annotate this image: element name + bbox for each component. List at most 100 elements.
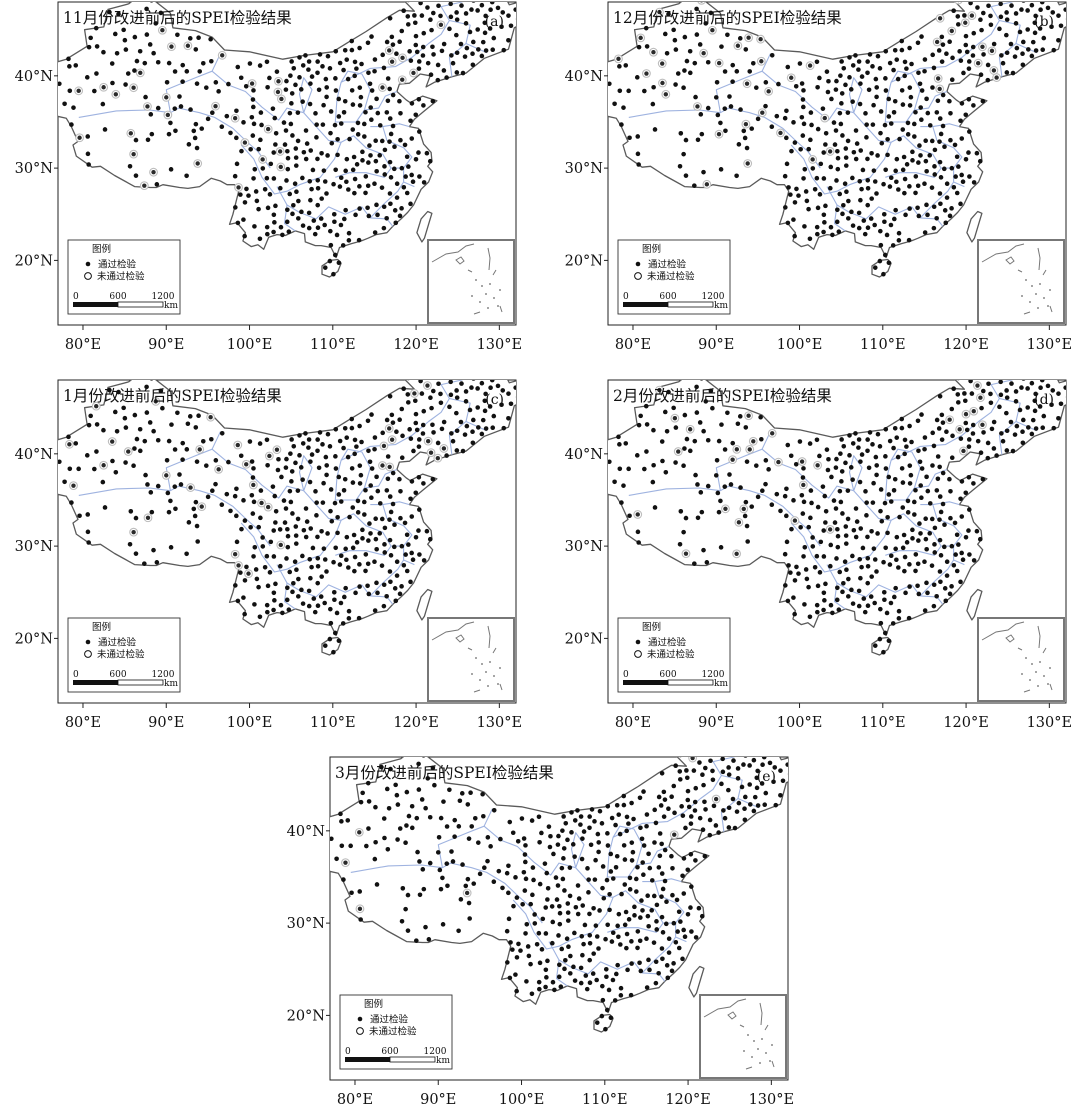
station-passed: [172, 484, 178, 489]
station-passed: [444, 453, 449, 458]
station-passed: [635, 151, 641, 157]
station-passed: [399, 165, 405, 171]
station-passed: [438, 13, 443, 19]
station-passed: [947, 98, 952, 104]
station-passed: [377, 153, 383, 158]
station-passed: [818, 161, 824, 167]
station-passed: [508, 940, 513, 945]
station-passed: [747, 763, 752, 768]
station-passed: [707, 817, 713, 823]
station-failed: [384, 424, 394, 433]
station-passed: [260, 166, 266, 171]
station-passed: [798, 524, 803, 530]
station-passed: [865, 186, 871, 191]
station-passed: [511, 903, 516, 909]
station-passed: [836, 607, 842, 613]
station-passed: [890, 621, 896, 626]
station-passed: [1038, 7, 1043, 13]
station-passed: [784, 513, 789, 519]
station-passed: [963, 33, 969, 39]
station-passed: [845, 138, 851, 144]
station-passed: [674, 747, 679, 752]
station-passed: [727, 472, 732, 477]
station-passed: [905, 132, 911, 137]
station-passed: [454, 395, 460, 400]
station-passed: [684, 775, 690, 781]
station-passed: [851, 149, 857, 155]
station-passed: [757, 747, 762, 752]
station-passed: [435, 440, 441, 446]
station-passed: [705, 437, 711, 443]
station-passed: [409, 803, 415, 809]
station-passed: [501, 47, 507, 53]
station-passed: [784, 135, 789, 141]
station-passed: [144, 410, 150, 415]
station-passed: [883, 48, 889, 54]
station-passed: [284, 219, 290, 225]
station-failed: [992, 73, 1002, 82]
station-passed: [447, 404, 452, 410]
station-passed: [366, 160, 371, 165]
station-passed: [471, 2, 476, 3]
station-passed: [629, 840, 635, 845]
station-failed: [378, 83, 387, 92]
station-passed: [1000, 60, 1006, 66]
station-passed: [622, 857, 628, 862]
station-passed: [883, 426, 889, 432]
station-passed: [1045, 5, 1051, 11]
station-passed: [219, 502, 225, 508]
station-passed: [127, 541, 133, 547]
station-passed: [470, 62, 476, 68]
station-passed: [332, 630, 338, 636]
legend-title: 图例: [642, 621, 661, 633]
station-passed: [887, 438, 893, 444]
station-passed: [402, 370, 407, 375]
station-passed: [748, 802, 753, 807]
station-passed: [681, 529, 686, 535]
station-passed: [915, 561, 921, 567]
station-passed: [168, 545, 174, 550]
station-passed: [845, 516, 851, 522]
station-passed: [112, 31, 118, 37]
station-passed: [640, 860, 646, 865]
station-passed: [894, 179, 899, 185]
station-passed: [815, 609, 820, 615]
station-passed: [955, 400, 961, 405]
station-passed: [894, 156, 900, 162]
station-passed: [381, 816, 387, 821]
station-passed: [420, 867, 426, 872]
station-passed: [128, 509, 134, 514]
station-passed: [560, 828, 565, 833]
station-passed: [391, 544, 397, 550]
station-passed: [894, 435, 900, 440]
station-passed: [517, 380, 522, 385]
station-passed: [357, 85, 363, 90]
station-passed: [47, 440, 52, 445]
station-passed: [395, 802, 401, 807]
x-tick-label: 100°E: [777, 337, 823, 353]
station-passed: [351, 154, 357, 160]
station-passed: [953, 552, 958, 557]
station-passed: [917, 521, 922, 526]
station-passed: [815, 583, 821, 589]
station-passed: [365, 561, 371, 567]
station-passed: [335, 152, 340, 158]
station-passed: [71, 105, 76, 110]
station-passed: [967, 552, 972, 557]
station-passed: [693, 94, 698, 100]
station-passed: [883, 545, 888, 551]
station-passed: [381, 225, 387, 231]
station-passed: [644, 812, 650, 817]
station-failed: [808, 155, 818, 164]
station-passed: [271, 229, 276, 235]
station-passed: [315, 186, 321, 191]
station-passed: [980, 98, 986, 104]
station-passed: [210, 488, 215, 493]
station-passed: [922, 559, 927, 565]
station-passed: [677, 163, 683, 169]
station-passed: [743, 47, 749, 52]
station-passed: [719, 44, 724, 49]
station-passed: [937, 569, 943, 574]
station-passed: [967, 129, 972, 134]
